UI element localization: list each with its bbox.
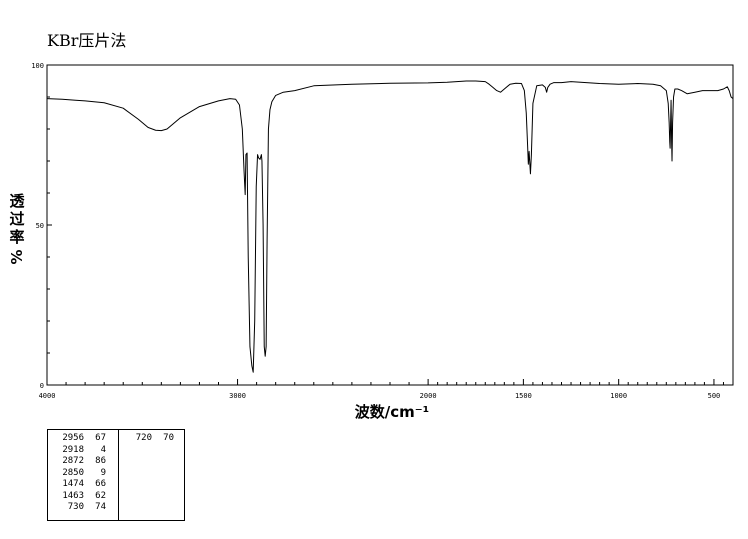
peak-wavenumber: 2872	[62, 456, 84, 466]
chart-series	[46, 80, 734, 373]
peak-transmittance: 66	[95, 479, 106, 489]
y-tick-label: 50	[36, 222, 44, 230]
peak-table-row: 720 70	[116, 433, 174, 444]
x-axis-label: 波数/cm⁻¹	[355, 403, 430, 421]
peak-wavenumber: 1474	[62, 479, 84, 489]
peak-table-row: 730 74	[48, 502, 106, 513]
chart-axes	[46, 64, 734, 386]
chart-tick-labels: 4000 3000 2000 1500 1000 500 0 50 100	[31, 62, 720, 400]
peak-transmittance: 86	[95, 456, 106, 466]
peak-table-row: 2956 67	[48, 433, 106, 444]
peak-wavenumber: 2850	[62, 467, 84, 478]
x-tick-label: 1000	[610, 392, 627, 400]
chart-ticks	[46, 64, 734, 386]
peak-wavenumber: 720	[135, 433, 152, 443]
peak-transmittance: 62	[95, 490, 106, 501]
peak-table-row: 2918 4	[48, 445, 106, 456]
y-axis-label: 透过率 %	[6, 192, 28, 266]
x-tick-label: 3000	[229, 392, 246, 400]
peak-transmittance: 70	[163, 433, 174, 443]
peak-table-row: 1463 62	[48, 491, 106, 502]
peak-transmittance: 4	[100, 444, 106, 455]
peak-table-row: 2850 9	[48, 468, 106, 479]
peak-wavenumber: 730	[67, 502, 84, 512]
peak-transmittance: 67	[95, 433, 106, 443]
chart-title: KBr压片法	[47, 31, 127, 50]
peak-table-row: 1474 66	[48, 479, 106, 490]
peak-transmittance: 9	[100, 467, 106, 478]
x-tick-label: 500	[708, 392, 721, 400]
peak-transmittance: 74	[95, 502, 106, 512]
y-tick-label: 100	[31, 62, 44, 70]
peak-table-row: 2872 86	[48, 456, 106, 467]
peak-table-divider	[118, 430, 119, 520]
peak-wavenumber: 2918	[62, 444, 84, 455]
x-tick-label: 4000	[39, 392, 56, 400]
y-tick-label: 0	[40, 382, 44, 390]
peak-table: 2956 67 2918 4 2872 86 2850 9 1474 66 1463 62 730 74 7…	[47, 429, 185, 521]
spectrum-line	[46, 80, 734, 373]
x-tick-label: 1500	[515, 392, 532, 400]
x-tick-label: 2000	[420, 392, 437, 400]
y-axis-label-text: 透过率	[9, 192, 25, 246]
plot-frame	[46, 64, 734, 386]
peak-wavenumber: 1463	[62, 490, 84, 501]
peak-wavenumber: 2956	[62, 433, 84, 443]
